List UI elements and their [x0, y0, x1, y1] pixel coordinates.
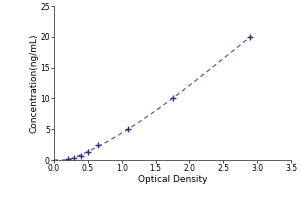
X-axis label: Optical Density: Optical Density: [138, 175, 207, 184]
Y-axis label: Concentration(ng/mL): Concentration(ng/mL): [30, 33, 39, 133]
